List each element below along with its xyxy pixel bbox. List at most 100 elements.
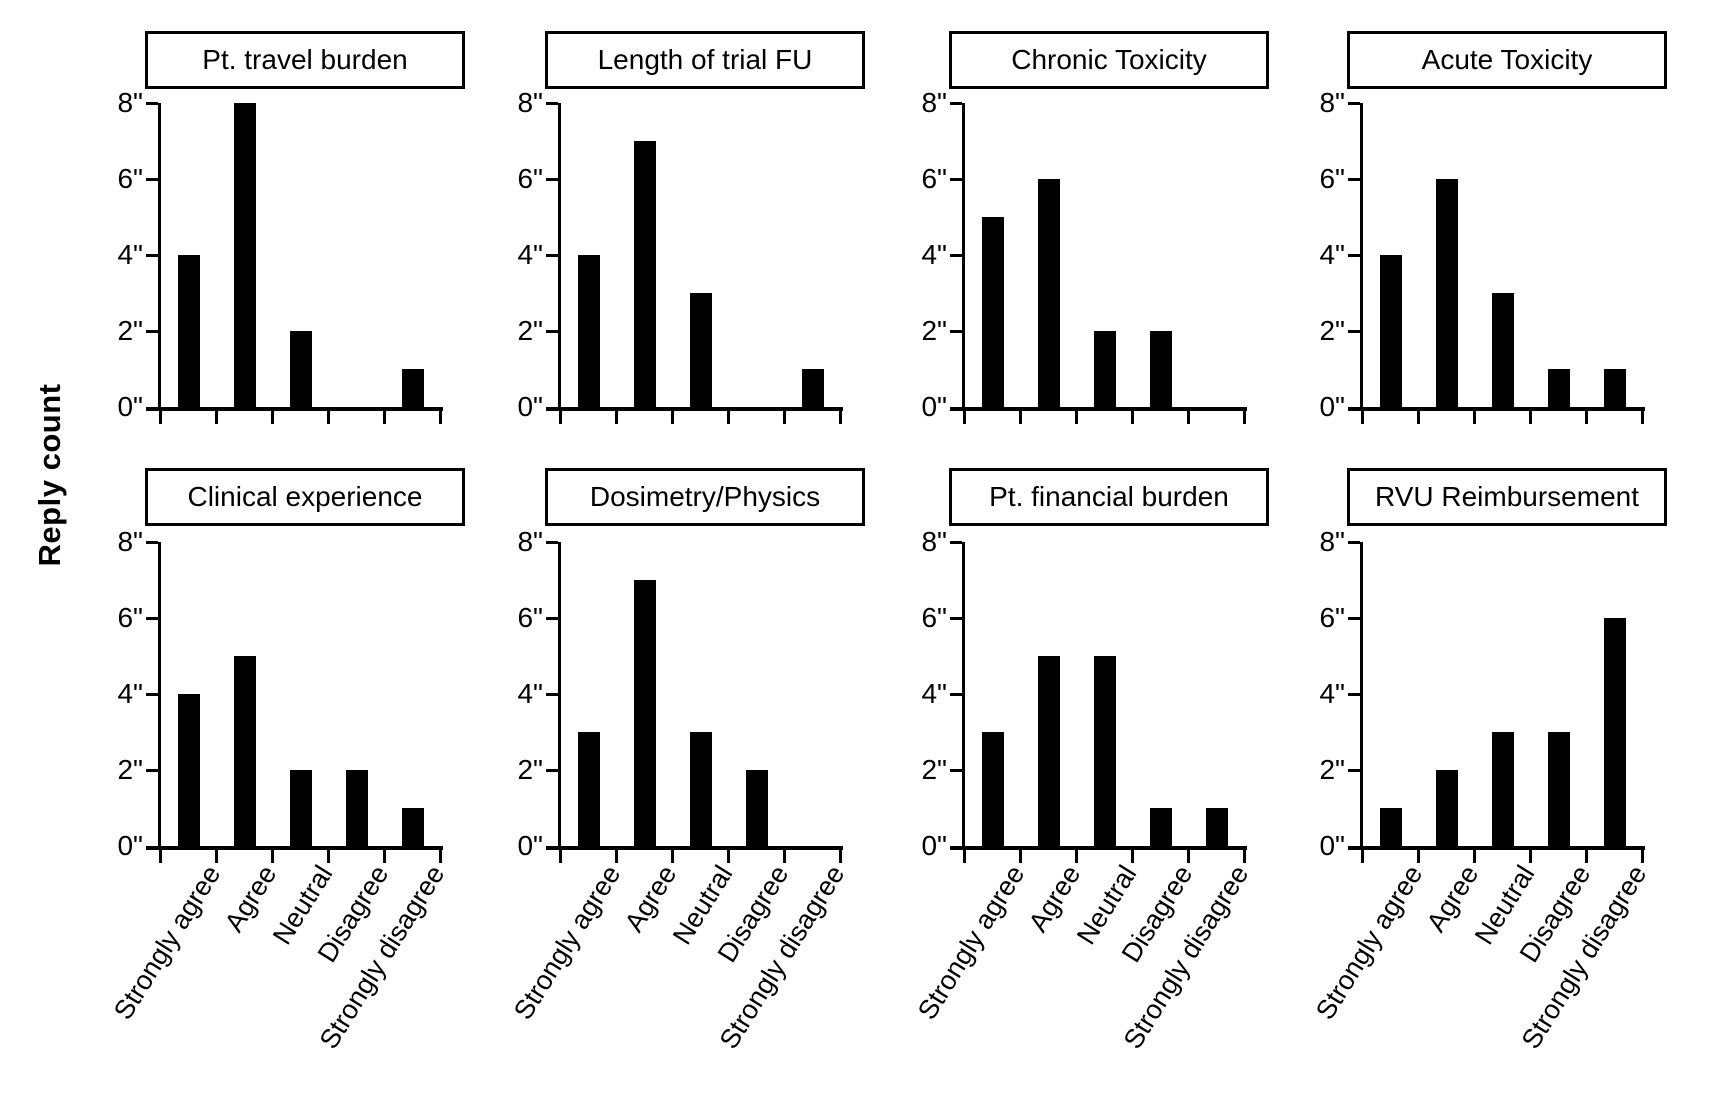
y-tick <box>950 178 962 181</box>
x-tick <box>1417 407 1420 424</box>
y-tick <box>1348 178 1360 181</box>
x-tick <box>1131 846 1134 863</box>
panel-title: Chronic Toxicity <box>949 31 1269 89</box>
bar-agree <box>1038 179 1060 407</box>
x-tick <box>671 407 674 424</box>
bar-neutral <box>690 293 712 407</box>
y-tick <box>546 769 558 772</box>
y-tick-label: 2" <box>517 754 543 785</box>
y-tick-label: 8" <box>117 526 143 557</box>
y-axis-line <box>558 103 561 411</box>
bar-strongly-agree <box>578 255 600 407</box>
x-tick <box>963 407 966 424</box>
x-tick <box>559 407 562 424</box>
y-tick <box>1348 693 1360 696</box>
x-tick <box>1473 407 1476 424</box>
x-axis-line <box>146 407 443 411</box>
y-axis-line <box>158 103 161 411</box>
y-tick <box>1348 769 1360 772</box>
bar-strongly-disagree <box>402 808 424 846</box>
y-tick <box>146 254 158 257</box>
y-tick <box>546 617 558 620</box>
x-tick <box>271 407 274 424</box>
x-tick <box>1075 407 1078 424</box>
y-tick <box>146 330 158 333</box>
y-tick <box>146 769 158 772</box>
y-tick-label: 0" <box>117 830 143 861</box>
x-tick <box>1243 407 1246 424</box>
y-tick-label: 2" <box>1319 315 1345 346</box>
bar-strongly-disagree <box>1206 808 1228 846</box>
x-tick <box>727 407 730 424</box>
y-tick <box>146 102 158 105</box>
x-tick <box>1187 846 1190 863</box>
y-tick-label: 8" <box>1319 87 1345 118</box>
bar-neutral <box>1492 293 1514 407</box>
panel-title: RVU Reimbursement <box>1347 468 1667 526</box>
bar-strongly-disagree <box>1604 369 1626 407</box>
bar-agree <box>1038 656 1060 846</box>
bar-strongly-agree <box>1380 808 1402 846</box>
x-tick <box>1585 846 1588 863</box>
y-tick <box>146 178 158 181</box>
y-tick-label: 6" <box>517 602 543 633</box>
bar-agree <box>634 580 656 846</box>
y-tick <box>146 617 158 620</box>
y-tick-label: 6" <box>517 163 543 194</box>
x-tick <box>1585 407 1588 424</box>
y-tick-label: 6" <box>921 163 947 194</box>
x-tick <box>615 407 618 424</box>
y-tick-label: 6" <box>1319 163 1345 194</box>
bar-disagree <box>1150 808 1172 846</box>
panel-title: Pt. travel burden <box>145 31 465 89</box>
x-tick <box>327 846 330 863</box>
x-axis-line <box>146 846 443 850</box>
y-tick-label: 4" <box>921 678 947 709</box>
x-tick <box>1361 407 1364 424</box>
x-tick <box>615 846 618 863</box>
bar-agree <box>234 103 256 407</box>
y-tick <box>950 254 962 257</box>
y-tick-label: 4" <box>921 239 947 270</box>
y-tick-label: 2" <box>117 754 143 785</box>
x-tick <box>1019 846 1022 863</box>
x-tick <box>383 846 386 863</box>
y-tick-label: 8" <box>921 526 947 557</box>
y-tick-label: 4" <box>517 239 543 270</box>
x-tick <box>439 407 442 424</box>
bar-disagree <box>1548 732 1570 846</box>
y-tick-label: 0" <box>117 391 143 422</box>
x-axis-line <box>546 407 843 411</box>
panel-title: Clinical experience <box>145 468 465 526</box>
x-tick <box>439 846 442 863</box>
y-tick-label: 4" <box>517 678 543 709</box>
y-tick-label: 2" <box>921 315 947 346</box>
y-axis-line <box>962 542 965 850</box>
y-tick <box>950 693 962 696</box>
y-tick-label: 2" <box>921 754 947 785</box>
x-tick <box>271 846 274 863</box>
y-tick-label: 8" <box>517 526 543 557</box>
x-tick <box>215 846 218 863</box>
x-tick <box>1019 407 1022 424</box>
y-axis-line <box>1360 103 1363 411</box>
x-axis-line <box>546 846 843 850</box>
bar-strongly-disagree <box>402 369 424 407</box>
y-tick-label: 4" <box>117 678 143 709</box>
y-tick <box>546 693 558 696</box>
y-tick <box>1348 254 1360 257</box>
x-tick <box>1641 846 1644 863</box>
x-tick <box>159 846 162 863</box>
bar-agree <box>234 656 256 846</box>
x-tick <box>1641 407 1644 424</box>
y-tick <box>146 541 158 544</box>
bar-neutral <box>290 770 312 846</box>
x-tick <box>1529 407 1532 424</box>
bar-neutral <box>1094 331 1116 407</box>
x-tick <box>839 846 842 863</box>
x-tick <box>1187 407 1190 424</box>
x-tick <box>327 407 330 424</box>
x-tick <box>159 407 162 424</box>
x-tick <box>383 407 386 424</box>
y-tick <box>1348 541 1360 544</box>
